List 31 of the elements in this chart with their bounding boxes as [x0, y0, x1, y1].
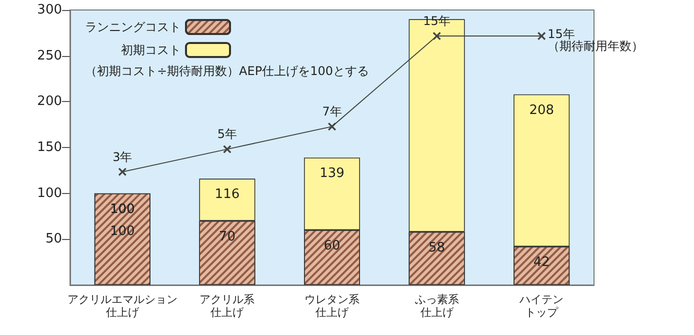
total-label: 116	[214, 187, 240, 202]
y-tick-label: 250	[37, 48, 62, 64]
legend-label: 初期コスト	[121, 43, 181, 57]
legend-label: ランニングコスト	[85, 20, 181, 34]
data-label: 5年	[217, 127, 238, 142]
y-tick-label: 50	[45, 232, 62, 247]
point	[538, 32, 546, 40]
x-tick-label: ふっ素系仕上げ	[414, 293, 459, 319]
data-label: 70	[218, 229, 236, 244]
total-label: 139	[320, 166, 344, 182]
point	[432, 32, 441, 40]
point	[328, 122, 336, 131]
data-label: 100	[110, 202, 135, 217]
y-tick-label: 150	[37, 140, 62, 155]
x-tick-label: アクリルエマルション仕上げ	[67, 293, 178, 319]
data-label: 58	[428, 240, 446, 256]
x-tick-label: ハイテントップ	[518, 293, 564, 319]
y-tick-label: 100	[37, 186, 62, 201]
data-label: 3年	[112, 150, 132, 164]
data-label: 60	[324, 238, 340, 254]
y-tick-label: 300	[37, 2, 62, 18]
point	[223, 145, 232, 154]
total-label: 100	[110, 224, 135, 239]
x-tick-label: ウレタン系仕上げ	[304, 293, 360, 319]
x-tick-label: アクリル系仕上げ	[200, 293, 255, 319]
y-tick-label: 200	[37, 94, 62, 110]
point	[118, 168, 126, 176]
annotation: （初期コスト÷期待耐用数）AEP仕上げを100とする	[85, 64, 369, 78]
total-label: 208	[529, 102, 554, 118]
data-label: 42	[533, 255, 550, 270]
data-label: 7年	[322, 104, 342, 119]
